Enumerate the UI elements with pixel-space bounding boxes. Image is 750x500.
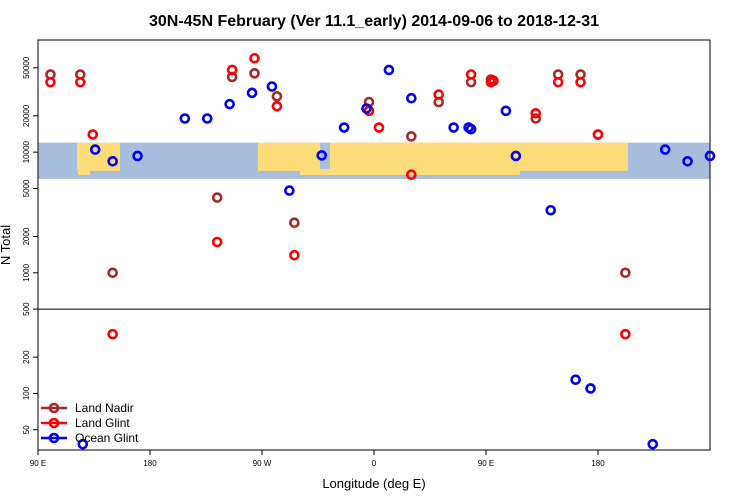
point-ocean-glint [704, 150, 716, 162]
point-land-nadir [289, 217, 300, 229]
legend-marker-ocean-glint [48, 432, 60, 444]
x-tick-label: 0 [372, 459, 377, 468]
legend-label-land-glint: Land Glint [75, 416, 130, 430]
point-land-glint [271, 100, 283, 112]
point-ocean-glint [246, 87, 258, 99]
x-tick-label: 180 [143, 459, 157, 468]
x-tick-label: 90 E [30, 459, 46, 468]
point-land-glint [87, 129, 99, 140]
point-land-nadir [107, 267, 118, 279]
point-land-glint [406, 169, 417, 181]
point-ocean-glint [647, 438, 659, 450]
point-ocean-glint [500, 105, 512, 117]
x-tick-label: 180 [591, 459, 605, 468]
legend-marker-land-nadir [48, 402, 60, 414]
map-land-3 [330, 142, 445, 175]
point-land-nadir [620, 267, 631, 279]
point-ocean-glint [266, 81, 278, 92]
y-tick-label: 500 [22, 302, 31, 316]
map-land-5 [520, 142, 628, 171]
y-tick-label: 50 [22, 425, 31, 434]
map-land-4 [430, 142, 520, 175]
point-land-glint [289, 249, 300, 261]
point-land-glint [373, 122, 385, 133]
y-tick-label: 1000 [22, 263, 31, 281]
x-tick-label: 90 E [478, 459, 494, 468]
point-land-glint [75, 76, 86, 88]
point-land-glint [530, 107, 542, 119]
legend-label-ocean-glint: Ocean Glint [75, 431, 139, 445]
point-land-glint [488, 75, 499, 87]
point-ocean-glint [338, 122, 350, 133]
point-land-glint [45, 76, 56, 88]
x-axis-label: Longitude (deg E) [322, 476, 425, 491]
chart-title: 30N-45N February (Ver 11.1_early) 2014-0… [149, 13, 599, 30]
y-tick-label: 2000 [22, 227, 31, 245]
map-land-6 [78, 164, 90, 175]
y-axis: 50 100 200 500 1000 2000 5000 10000 20000 50000 [22, 56, 38, 434]
point-ocean-glint [448, 122, 459, 133]
point-land-glint [433, 89, 445, 100]
data-points [45, 52, 716, 450]
y-tick-label: 50000 [22, 56, 31, 79]
point-land-glint [107, 328, 118, 340]
x-axis: 90 E 180 90 W 0 90 E 180 [30, 450, 605, 468]
point-ocean-glint [179, 113, 191, 124]
point-ocean-glint [585, 383, 596, 394]
point-land-glint [211, 236, 223, 248]
legend-label-land-nadir: Land Nadir [75, 401, 134, 415]
point-land-glint [465, 69, 477, 80]
point-ocean-glint [406, 92, 417, 104]
legend-marker-land-glint [48, 417, 60, 429]
y-tick-label: 10000 [22, 140, 31, 163]
map-land-2 [258, 142, 320, 171]
map-land-7 [300, 168, 330, 175]
point-ocean-glint [316, 150, 328, 161]
point-land-glint [552, 76, 564, 88]
y-tick-label: 200 [22, 350, 31, 364]
point-ocean-glint [659, 144, 671, 155]
point-ocean-glint [77, 438, 89, 450]
point-land-nadir [530, 113, 542, 124]
point-land-nadir [271, 91, 283, 102]
y-axis-label: N Total [0, 225, 13, 265]
point-ocean-glint [510, 150, 522, 162]
point-ocean-glint [89, 144, 101, 155]
world-map-band [38, 142, 710, 179]
y-tick-label: 5000 [22, 179, 31, 197]
point-land-glint [592, 129, 604, 140]
point-land-nadir [211, 192, 223, 203]
point-land-nadir [249, 68, 260, 79]
point-ocean-glint [570, 374, 581, 386]
point-ocean-glint [682, 155, 693, 167]
point-land-glint [249, 52, 260, 64]
y-tick-label: 20000 [22, 104, 31, 127]
y-tick-label: 100 [22, 386, 31, 400]
point-ocean-glint [201, 113, 213, 124]
point-ocean-glint [132, 150, 143, 162]
point-ocean-glint [545, 204, 557, 216]
x-tick-label: 90 W [253, 459, 272, 468]
point-ocean-glint [107, 155, 118, 167]
point-ocean-glint [224, 98, 235, 110]
point-ocean-glint [361, 103, 372, 114]
point-ocean-glint [465, 123, 477, 135]
point-ocean-glint [284, 185, 295, 196]
point-land-glint [226, 64, 238, 76]
point-land-nadir [406, 131, 417, 142]
point-ocean-glint [383, 64, 395, 76]
point-land-glint [575, 76, 586, 88]
point-land-glint [620, 328, 631, 340]
